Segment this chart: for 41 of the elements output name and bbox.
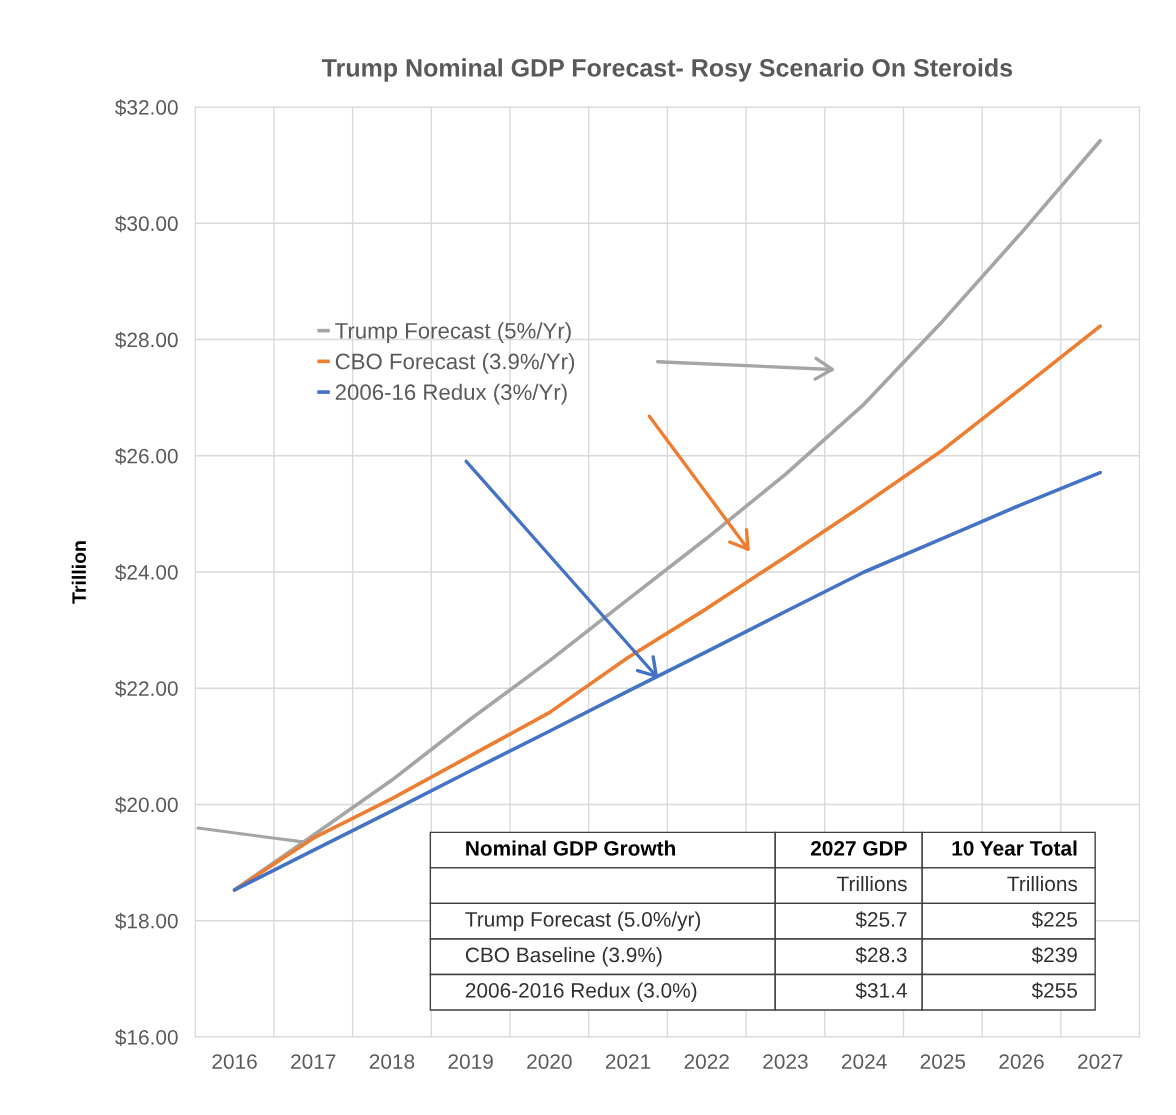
x-tick-label: 2027 [1078,1054,1123,1069]
y-tick-label: $26.00 [115,447,178,465]
annotation: Trillions [837,875,907,892]
x-tick-label: 2018 [369,1054,415,1069]
chart-title: Trump Nominal GDP Forecast- Rosy Scenario On Steroids [321,58,1013,82]
y-tick-label: $24.00 [115,564,178,581]
y-tick-label: $20.00 [115,796,178,814]
y-tick-label: $28.00 [115,331,178,349]
x-tick-label: 2023 [763,1054,808,1069]
annotation: 2027 GDP [810,840,907,856]
legend-label: CBO Forecast (3.9%/Yr) [335,353,575,374]
annotation: $225 [1031,911,1077,929]
x-tick-label: 2024 [841,1054,887,1069]
x-tick-label: 2019 [448,1054,493,1069]
x-tick-label: 2020 [527,1054,572,1069]
y-axis-title: Trillion [71,541,86,604]
legend-label: 2006-16 Redux (3%/Yr) [335,383,567,405]
annotation: Trillions [1007,875,1078,892]
annotation: 10 Year Total [952,840,1077,856]
annotation: $255 [1031,982,1077,1000]
annotation: CBO Baseline (3.9%) [465,946,662,967]
legend-label: Trump Forecast (5%/Yr) [335,322,571,344]
annotation: Nominal GDP Growth [466,840,675,856]
x-tick-label: 2026 [999,1054,1044,1069]
line-series [232,470,1103,892]
annotation: $239 [1031,946,1077,964]
y-tick-label: $30.00 [115,215,178,233]
x-tick-label: 2021 [605,1054,651,1069]
x-tick-label: 2022 [684,1054,729,1069]
y-tick-label: $22.00 [115,680,178,698]
annotation: $31.4 [855,982,907,1000]
x-tick-label: 2025 [920,1054,966,1069]
x-tick-label: 2017 [291,1054,336,1069]
annotation: $28.3 [855,946,907,964]
y-tick-label: $18.00 [115,912,178,930]
y-tick-label: $16.00 [115,1029,178,1046]
y-tick-label: $32.00 [115,99,178,117]
x-tick-label: 2016 [212,1054,257,1069]
annotation: $25.7 [855,911,907,929]
annotation: Trump Forecast (5.0%/yr) [465,911,701,931]
annotation: 2006-2016 Redux (3.0%) [465,982,697,1002]
